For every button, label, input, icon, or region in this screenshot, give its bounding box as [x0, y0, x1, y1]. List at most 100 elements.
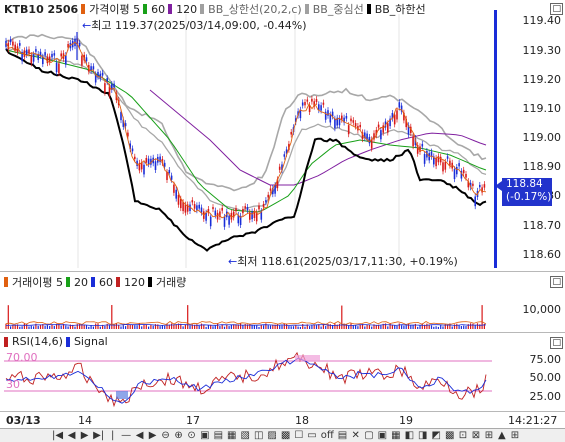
candle-body: [111, 84, 113, 90]
candle-body: [373, 133, 375, 140]
rsi-chart-pane[interactable]: RSI(14,6) Signal □ 70.00 30 75.00 50.00 …: [0, 334, 565, 410]
toolbar-button[interactable]: off: [320, 430, 334, 441]
volume-bar: [184, 324, 186, 329]
current-price-marker-line: [494, 10, 497, 268]
volume-bar: [49, 325, 51, 329]
toolbar-button[interactable]: ⊕: [174, 430, 183, 441]
volume-bar: [313, 324, 315, 329]
low-label: 최저 118.61(2025/03/17,11:30, +0.19%): [237, 255, 458, 268]
candle-body: [16, 46, 19, 53]
pane-toggle-icon[interactable]: □: [550, 3, 563, 15]
candle-body: [398, 102, 401, 108]
toolbar-button[interactable]: ▲: [498, 430, 506, 441]
volume-bar: [141, 326, 143, 329]
volume-bar: [355, 325, 357, 329]
price-tick: 119.10: [522, 102, 562, 115]
toolbar-button[interactable]: ▣: [377, 430, 388, 441]
candle-body: [405, 118, 407, 128]
volume-bar: [173, 324, 175, 329]
candle-body: [265, 200, 267, 203]
volume-bar: [246, 324, 249, 329]
toolbar-button[interactable]: ◧: [404, 430, 415, 441]
volume-bar: [148, 326, 150, 329]
candle-body: [216, 212, 219, 220]
candle-body: [260, 211, 263, 220]
toolbar-button[interactable]: ▦: [391, 430, 401, 441]
toolbar-button[interactable]: ▢: [364, 430, 374, 441]
toolbar-button[interactable]: ✕: [351, 430, 360, 441]
pane-toggle-icon[interactable]: □: [550, 337, 563, 349]
candle-body: [127, 132, 129, 137]
candle-body: [150, 158, 152, 165]
volume-bar: [120, 326, 122, 329]
candle-body: [446, 156, 449, 159]
toolbar-button[interactable]: ▶: [148, 430, 157, 441]
volume-bar: [366, 324, 368, 329]
candle-body: [138, 162, 141, 171]
toolbar-button[interactable]: ▨: [267, 430, 277, 441]
toolbar-button[interactable]: ⊞: [510, 430, 520, 441]
toolbar-button[interactable]: ◨: [418, 430, 428, 441]
legend-swatch-signal: [65, 336, 70, 347]
volume-bar: [129, 324, 131, 329]
candle-body: [352, 120, 355, 123]
pane-toggle-icon[interactable]: □: [550, 276, 563, 288]
volume-bar: [435, 326, 437, 329]
toolbar-button[interactable]: ⊡: [458, 430, 468, 441]
candle-body: [228, 215, 230, 225]
volume-bar: [414, 323, 416, 329]
toolbar-button[interactable]: ▤: [213, 430, 224, 441]
toolbar-button[interactable]: ☐: [294, 430, 304, 441]
candle-body: [329, 114, 332, 123]
toolbar-button[interactable]: ▣: [200, 430, 210, 441]
price-chart-pane[interactable]: KTB10 2506 가격이평 5 60 120 BB_상한선(20,2,c) …: [0, 0, 565, 270]
volume-bar: [92, 326, 94, 329]
candle-body: [410, 126, 412, 134]
candle-body: [35, 49, 37, 52]
toolbar-button[interactable]: ▩: [444, 430, 455, 441]
toolbar-button[interactable]: ◩: [431, 430, 441, 441]
candle-body: [361, 132, 364, 140]
volume-bar: [315, 325, 318, 329]
volume-bar: [352, 325, 354, 329]
legend-swatch-ma5: [81, 4, 86, 14]
volume-bar: [240, 323, 242, 329]
toolbar-button[interactable]: ▶: [80, 430, 89, 441]
volume-bar: [182, 326, 184, 329]
candle-body: [85, 57, 88, 62]
toolbar-button[interactable]: ▶|: [93, 430, 105, 441]
volume-bar: [35, 323, 37, 329]
candle-body: [244, 206, 246, 209]
pane-divider[interactable]: [0, 332, 565, 333]
candle-body: [14, 44, 16, 51]
volume-bar: [272, 324, 274, 329]
toolbar-button[interactable]: ⊖: [161, 430, 170, 441]
toolbar-button[interactable]: ⊠: [471, 430, 481, 441]
toolbar-button[interactable]: ⊞: [484, 430, 494, 441]
candle-body: [469, 182, 472, 188]
toolbar-button[interactable]: ▦: [227, 430, 237, 441]
volume-chart-pane[interactable]: 거래이평 5 20 60 120 거래량 □ 10,000: [0, 273, 565, 331]
toolbar-button[interactable]: |: [110, 430, 115, 441]
toolbar-button[interactable]: ◫: [253, 430, 264, 441]
volume-bar: [39, 324, 42, 329]
toolbar-button[interactable]: ◀: [67, 430, 76, 441]
toolbar-button[interactable]: ⊙: [187, 430, 196, 441]
legend-swatch-rsi: [4, 336, 8, 347]
volume-bar: [115, 323, 117, 329]
volume-bar: [288, 326, 290, 329]
toolbar-button[interactable]: ◀: [135, 430, 144, 441]
toolbar-button[interactable]: ▧: [240, 430, 250, 441]
volume-bar: [334, 323, 336, 329]
toolbar-button[interactable]: ▩: [280, 430, 291, 441]
toolbar-button[interactable]: |◀: [52, 430, 64, 441]
volume-bar: [143, 324, 145, 329]
volume-bar: [375, 324, 377, 329]
volume-bar: [267, 325, 269, 329]
pane-divider[interactable]: [0, 271, 565, 272]
volume-bar: [44, 325, 46, 329]
candle-body: [331, 111, 334, 117]
toolbar-button[interactable]: ▤: [337, 430, 348, 441]
toolbar-button[interactable]: ▭: [307, 430, 317, 441]
toolbar-button[interactable]: —: [121, 430, 132, 441]
